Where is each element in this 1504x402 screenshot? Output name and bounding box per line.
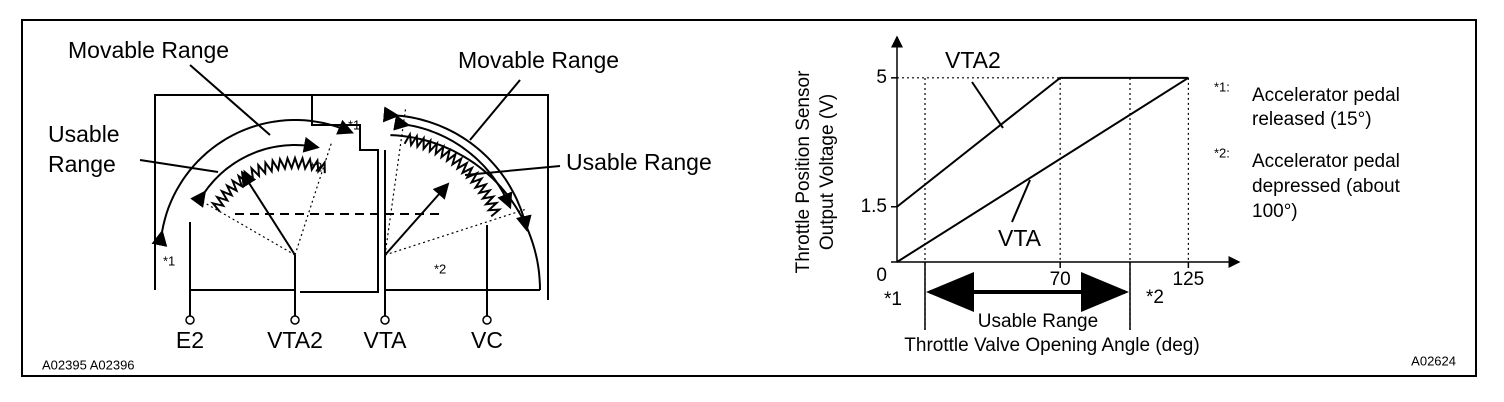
note-mark: *1: [1214,79,1230,94]
label: Movable Range [68,37,229,63]
label: Range [48,151,116,177]
y-tick-label: 5 [876,67,887,88]
note-text: Accelerator pedal [1252,85,1400,106]
series-line [896,76,1189,208]
y-tick-label: 0 [876,265,887,286]
notes: *1: Accelerator pedal released (15°) *2:… [1214,79,1401,222]
leader [971,81,1004,129]
usable-arc [393,114,513,210]
terminal-label: VTA [363,327,407,353]
terminal [482,315,492,325]
limit-line [384,106,407,256]
leader [139,159,219,173]
label: Usable Range [566,149,712,175]
note-text: released (15°) [1252,109,1372,130]
code: A02624 [1411,353,1456,368]
range-mark: *1 [884,289,902,310]
terminal-label: E2 [176,327,204,353]
label: Movable Range [458,47,619,73]
terminal-label: VTA2 [267,327,323,353]
x-tick-label: 70 [1050,269,1071,290]
range-label: Usable Range [978,311,1098,332]
terminal [185,315,195,325]
y-axis-label: Throttle Position Sensor [793,70,814,273]
wire [300,95,379,293]
note-mark: *2: [1214,145,1230,160]
code: A02395 A02396 [42,357,135,372]
graph: *1 *2 Usable Range Throttle Valve Openin… [793,35,1456,368]
label: Usable [48,121,120,147]
terminal [290,315,300,325]
movable-arc [151,119,354,247]
leader [469,79,521,141]
limit-line [197,198,296,256]
wire [189,150,488,318]
y-tick-label: 1.5 [861,196,887,217]
note-text: Accelerator pedal [1252,151,1400,172]
mark: *1 [163,253,175,268]
resistor [403,131,503,218]
frame [21,19,1477,377]
note-text: 100°) [1252,201,1298,222]
mark: *2 [310,159,322,174]
series-line [896,76,1189,263]
mark: *2 [434,261,446,276]
y-axis-label: Output Voltage (V) [817,94,838,250]
series-label: VTA2 [945,47,1001,73]
note-text: depressed (about [1252,176,1401,197]
sensor-circuit: Movable Range Movable Range Usable Range… [42,37,712,372]
x-axis-label: Throttle Valve Opening Angle (deg) [904,335,1199,356]
terminal [380,315,390,325]
x-tick-label: 125 [1173,269,1205,290]
wiper [384,182,450,256]
series-label: VTA [998,225,1042,251]
housing-arc [390,134,541,291]
leader [1011,179,1031,223]
terminal-label: VC [471,327,503,353]
usable-arc [190,136,320,208]
mark: *1 [348,117,360,132]
range-mark: *2 [1146,287,1164,308]
resistor [210,131,503,218]
